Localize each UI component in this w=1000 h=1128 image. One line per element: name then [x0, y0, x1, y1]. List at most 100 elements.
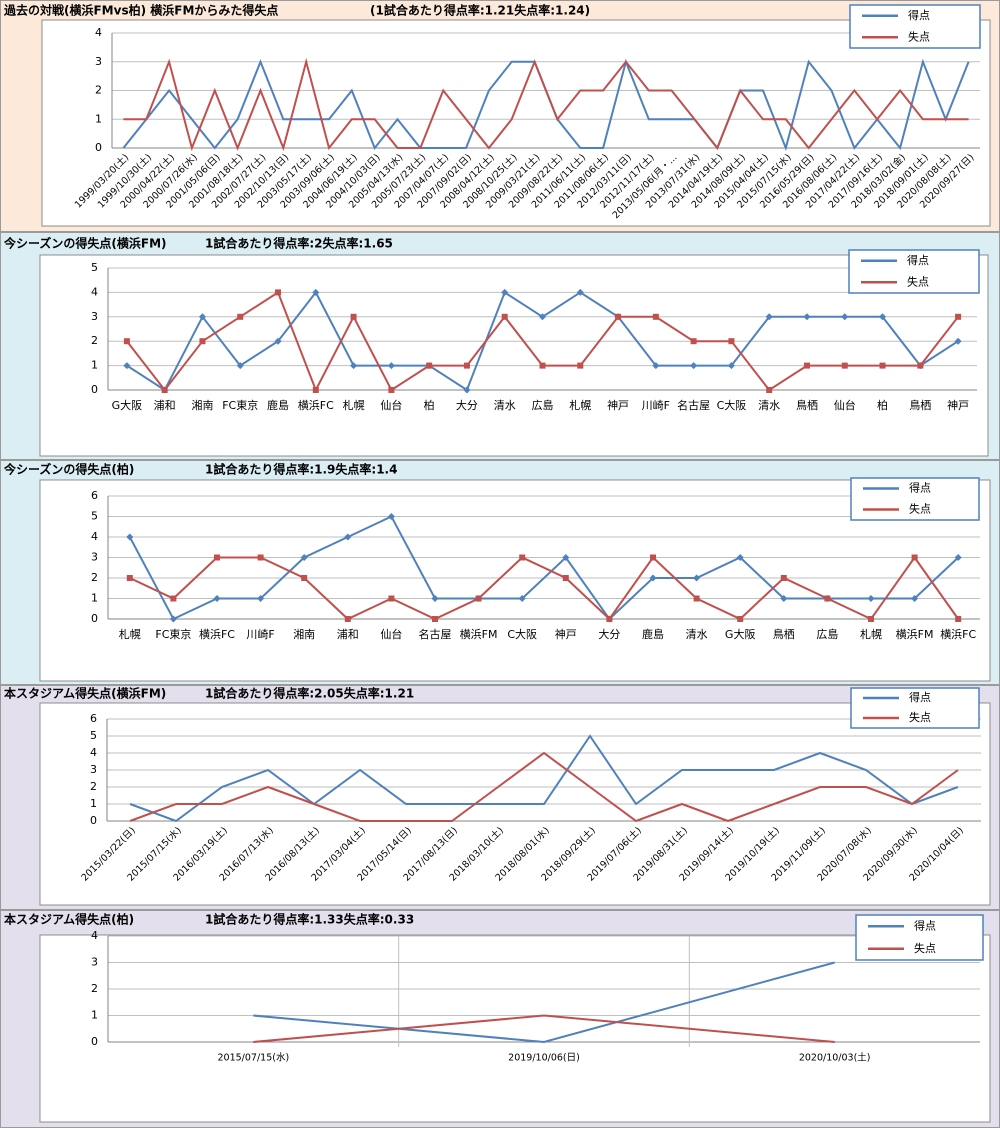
- x-tick-label: 2019/10/06(日): [508, 1053, 580, 1064]
- legend-label: 失点: [908, 30, 930, 43]
- marker: [868, 616, 874, 622]
- marker: [955, 616, 962, 622]
- y-tick-label: 5: [91, 510, 98, 523]
- x-tick-label: 広島: [532, 398, 554, 412]
- marker: [426, 362, 433, 369]
- y-tick-label: 2: [95, 84, 102, 97]
- x-tick-label: C大阪: [507, 627, 537, 641]
- x-tick-label: 清水: [494, 399, 516, 412]
- marker: [214, 554, 220, 561]
- y-tick-label: 2: [90, 780, 97, 793]
- x-tick-label: 横浜FC: [298, 398, 334, 412]
- marker: [388, 595, 395, 602]
- legend-label: 失点: [914, 942, 936, 955]
- x-tick-label: FC東京: [155, 627, 191, 641]
- legend-label: 失点: [907, 275, 929, 288]
- plot-area: [41, 19, 991, 227]
- marker: [911, 595, 919, 602]
- marker: [431, 595, 439, 602]
- marker: [911, 554, 918, 561]
- chart-subtitle: 1試合あたり得点率:1.9失点率:1.4: [205, 462, 397, 477]
- legend-label: 得点: [909, 482, 931, 495]
- marker: [803, 313, 811, 321]
- marker: [300, 554, 308, 561]
- marker: [501, 288, 509, 296]
- y-tick-label: 1: [90, 797, 97, 810]
- legend-label: 得点: [908, 9, 930, 22]
- marker: [388, 387, 395, 393]
- y-tick-label: 1: [91, 1009, 98, 1022]
- x-tick-label: 横浜FC: [940, 627, 976, 641]
- x-tick-label: 清水: [686, 628, 708, 641]
- legend-label: 得点: [907, 254, 929, 267]
- x-tick-label: 横浜FC: [199, 627, 235, 641]
- marker: [736, 554, 744, 561]
- y-tick-label: 0: [90, 814, 97, 827]
- legend-label: 失点: [909, 711, 931, 724]
- marker: [693, 574, 701, 582]
- series-line: [128, 515, 959, 621]
- x-tick-label: 神戸: [947, 398, 969, 412]
- marker: [199, 338, 206, 345]
- marker: [344, 616, 351, 622]
- chart-subtitle: 1試合あたり得点率:2.05失点率:1.21: [205, 686, 414, 701]
- marker: [257, 554, 264, 561]
- marker: [123, 362, 131, 370]
- x-tick-label: 神戸: [555, 627, 577, 641]
- x-tick-label: 札幌: [569, 398, 591, 412]
- legend-label: 得点: [914, 919, 936, 932]
- marker: [463, 386, 471, 394]
- marker: [170, 595, 177, 602]
- y-tick-label: 0: [91, 612, 98, 625]
- marker: [387, 362, 395, 370]
- y-tick-label: 6: [91, 489, 98, 502]
- x-tick-label: 鹿島: [642, 627, 664, 641]
- legend-label: 得点: [909, 691, 931, 704]
- marker: [766, 387, 773, 393]
- marker: [727, 362, 735, 370]
- x-tick-label: 神戸: [607, 398, 629, 412]
- x-tick-label: 浦和: [154, 399, 176, 412]
- x-tick-label: G大阪: [112, 398, 143, 412]
- legend: [855, 914, 984, 961]
- marker: [728, 338, 735, 345]
- marker: [161, 387, 168, 393]
- y-tick-label: 3: [90, 763, 97, 776]
- x-tick-label: 大分: [598, 627, 620, 641]
- x-tick-label: 仙台: [834, 398, 856, 412]
- marker: [387, 513, 395, 520]
- x-tick-label: 浦和: [337, 628, 359, 641]
- marker: [539, 362, 546, 369]
- x-tick-label: 札幌: [119, 627, 141, 641]
- chart-title: 本スタジアム得失点(柏): [4, 912, 134, 927]
- marker: [867, 595, 875, 602]
- x-tick-label: 仙台: [380, 398, 402, 412]
- x-tick-label: 湘南: [191, 398, 213, 412]
- x-tick-label: 横浜FM: [896, 627, 934, 641]
- legend: [849, 4, 981, 49]
- marker: [126, 533, 134, 541]
- x-tick-label: C大阪: [717, 398, 747, 412]
- plot-area: [39, 934, 991, 1123]
- marker: [606, 616, 613, 622]
- x-tick-label: 名古屋: [419, 627, 452, 641]
- y-tick-label: 3: [95, 55, 102, 68]
- x-tick-label: 大分: [456, 398, 478, 412]
- marker: [198, 313, 206, 321]
- marker: [917, 362, 924, 369]
- x-tick-label: FC東京: [222, 398, 258, 412]
- y-tick-label: 4: [91, 285, 98, 298]
- x-tick-label: 鳥栖: [773, 627, 795, 641]
- chart-subtitle: 1試合あたり得点率:2失点率:1.65: [205, 236, 393, 251]
- y-tick-label: 5: [90, 729, 97, 742]
- chart-title: 今シーズンの得失点(柏): [3, 462, 134, 477]
- legend: [850, 477, 980, 521]
- marker: [780, 595, 788, 602]
- x-tick-label: 札幌: [860, 627, 882, 641]
- marker: [652, 313, 659, 320]
- legend-label: 失点: [909, 503, 931, 516]
- x-tick-label: 仙台: [380, 627, 402, 641]
- y-tick-label: 3: [91, 310, 98, 323]
- y-tick-label: 1: [91, 359, 98, 372]
